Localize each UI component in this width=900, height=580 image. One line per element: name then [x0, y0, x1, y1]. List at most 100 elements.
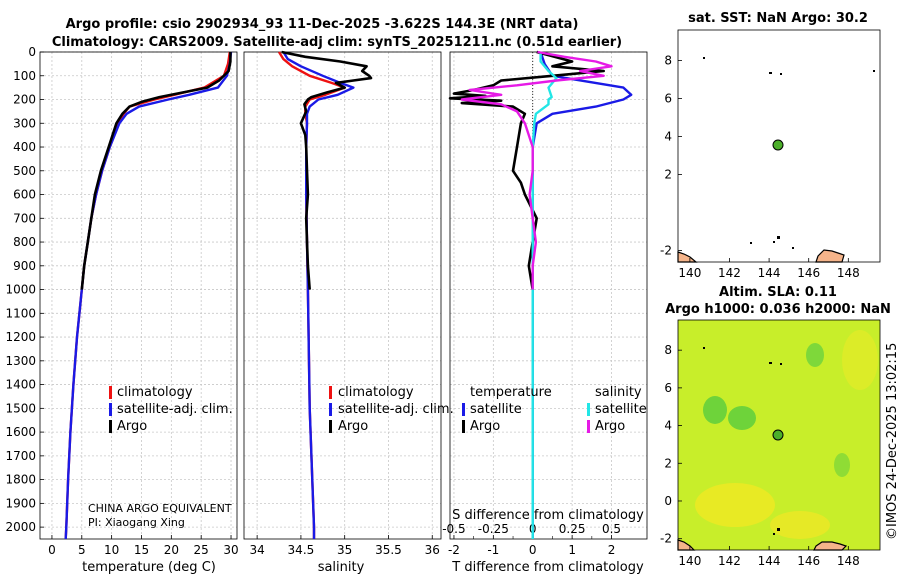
series-line-salinity-argo: [460, 50, 613, 290]
island-dot: [773, 241, 775, 243]
x-tick-label: 10: [104, 543, 119, 557]
temperature-panel: 0100200300400500600700800900100011001200…: [5, 45, 238, 575]
legend-label-t-argo: Argo: [470, 419, 500, 434]
x-tick-label: 34.5: [288, 543, 315, 557]
legend-swatch-satellite: [329, 403, 332, 416]
x-tick-label: -1: [487, 543, 499, 557]
depth-tick-label: 700: [13, 211, 36, 225]
x-tick-label: 25: [194, 543, 209, 557]
legend-swatch-satellite: [109, 403, 112, 416]
small-islands: [703, 347, 782, 535]
argo-float-marker: [772, 139, 784, 151]
difference-axes-frame: [449, 51, 648, 540]
copyright-timestamp: ©IMOS 24-Dec-2025 13:02:15: [885, 343, 900, 540]
depth-axis: 0 100 200 300 400 500 600 700 800 900 1000 1100 1200…: [5, 45, 44, 534]
map-lat-label: 2: [664, 456, 672, 470]
s-tick-label: -0.5: [442, 522, 465, 536]
map-lat-label: 8: [664, 53, 672, 67]
legend-label-satellite: satellite-adj. clim.: [117, 402, 233, 417]
x-tick-label: 15: [134, 543, 149, 557]
coastline: [677, 251, 698, 263]
map-lon-label: 146: [797, 554, 820, 568]
legend-label-s-argo: Argo: [595, 419, 625, 434]
depth-tick-label: 1300: [5, 354, 36, 368]
depth-tick-label: 1400: [5, 378, 36, 392]
depth-tick-label: 900: [13, 259, 36, 273]
sla-map: Altim. SLA: 0.11 Argo h1000: 0.036 h2000…: [660, 285, 891, 568]
island-dot: [780, 73, 782, 75]
island-dot: [769, 72, 772, 74]
map-lat-label: 2: [664, 168, 672, 182]
pi-note: PI: Xiaogang Xing: [88, 516, 185, 529]
t-difference-x-label: T difference from climatology: [451, 560, 644, 575]
island-dot: [769, 362, 772, 364]
depth-tick-label: 300: [13, 116, 36, 130]
map-lat-label: 8: [664, 343, 672, 357]
x-tick-label: 2: [608, 543, 616, 557]
series-line-satellite-adj-clim-: [282, 51, 355, 539]
sla-high-patch: [728, 406, 756, 430]
salinity-legend: climatology satellite-adj. clim. Argo: [329, 385, 454, 434]
difference-panel: -2 -1 0 1 2 -0.5 -0.25 0 0.25 0.5 S difference f…: [442, 50, 648, 575]
salinity-x-label: salinity: [318, 560, 365, 575]
x-tick-label: 5: [78, 543, 86, 557]
legend-swatch-argo: [329, 420, 332, 433]
island-dot: [873, 70, 875, 72]
sla-low-patch: [842, 330, 878, 390]
x-tick-label: 0: [48, 543, 56, 557]
sla-high-patch: [834, 453, 850, 477]
map-lat-label: 4: [664, 419, 672, 433]
x-tick-label: 36: [425, 543, 440, 557]
map-lat-label: 0: [664, 494, 672, 508]
map-lat-label: -2: [660, 532, 672, 546]
sla-high-patch: [806, 343, 824, 367]
sst-map-title: sat. SST: NaN Argo: 30.2: [688, 11, 868, 26]
depth-tick-label: 200: [13, 93, 36, 107]
legend-swatch-t-satellite: [462, 403, 465, 416]
map-lon-label: 140: [678, 266, 701, 280]
island-dot: [703, 347, 705, 349]
x-tick-label: 20: [164, 543, 179, 557]
sst-map: sat. SST: NaN Argo: 30.2 140 142 144 146 148…: [660, 11, 881, 280]
map-lon-label: 144: [758, 266, 781, 280]
salinity-axes-frame: [243, 51, 442, 540]
sla-map-title-line2: Argo h1000: 0.036 h2000: NaN: [665, 302, 891, 317]
sst-map-axes: 140 142 144 146 148 8 6 4 2 -2: [660, 53, 860, 280]
island-dot: [777, 236, 780, 239]
salinity-panel: 34 34.5 35 35.5 36 salinity climatology sate…: [243, 50, 454, 575]
depth-tick-label: 2000: [5, 520, 36, 534]
depth-tick-label: 0: [28, 45, 36, 59]
legend-label-climatology: climatology: [117, 385, 193, 400]
legend-label-argo: Argo: [117, 419, 147, 434]
depth-tick-label: 1000: [5, 283, 36, 297]
map-lon-label: 142: [718, 266, 741, 280]
legend-swatch-s-argo: [587, 420, 590, 433]
sla-low-patch: [695, 483, 775, 527]
map-lat-label: 6: [664, 381, 672, 395]
main-title-line2: Climatology: CARS2009. Satellite-adj cli…: [52, 35, 622, 50]
x-tick-label: 35: [337, 543, 352, 557]
series-line-satellite-adj-clim-: [64, 51, 233, 540]
x-tick-label: 34: [249, 543, 264, 557]
legend-swatch-argo: [109, 420, 112, 433]
map-lon-label: 146: [797, 266, 820, 280]
depth-tick-label: 1900: [5, 496, 36, 510]
x-tick-label: -2: [448, 543, 460, 557]
series-line-climatology: [64, 51, 231, 540]
program-note: CHINA ARGO EQUIVALENT: [88, 502, 232, 515]
legend-swatch-climatology: [329, 386, 332, 399]
series-line-argo: [80, 52, 232, 290]
temperature-legend: climatology satellite-adj. clim. Argo: [109, 385, 233, 434]
depth-tick-label: 500: [13, 164, 36, 178]
legend-label-climatology: climatology: [338, 385, 414, 400]
series-line-argo: [281, 50, 373, 290]
depth-tick-label: 1800: [5, 473, 36, 487]
depth-tick-label: 1100: [5, 306, 36, 320]
map-lon-label: 144: [758, 554, 781, 568]
temperature-axes-frame: [39, 51, 238, 540]
legend-swatch-climatology: [109, 386, 112, 399]
s-tick-label: -0.25: [478, 522, 509, 536]
island-dot: [703, 57, 705, 59]
island-dot: [750, 242, 752, 244]
legend-swatch-s-satellite: [587, 403, 590, 416]
